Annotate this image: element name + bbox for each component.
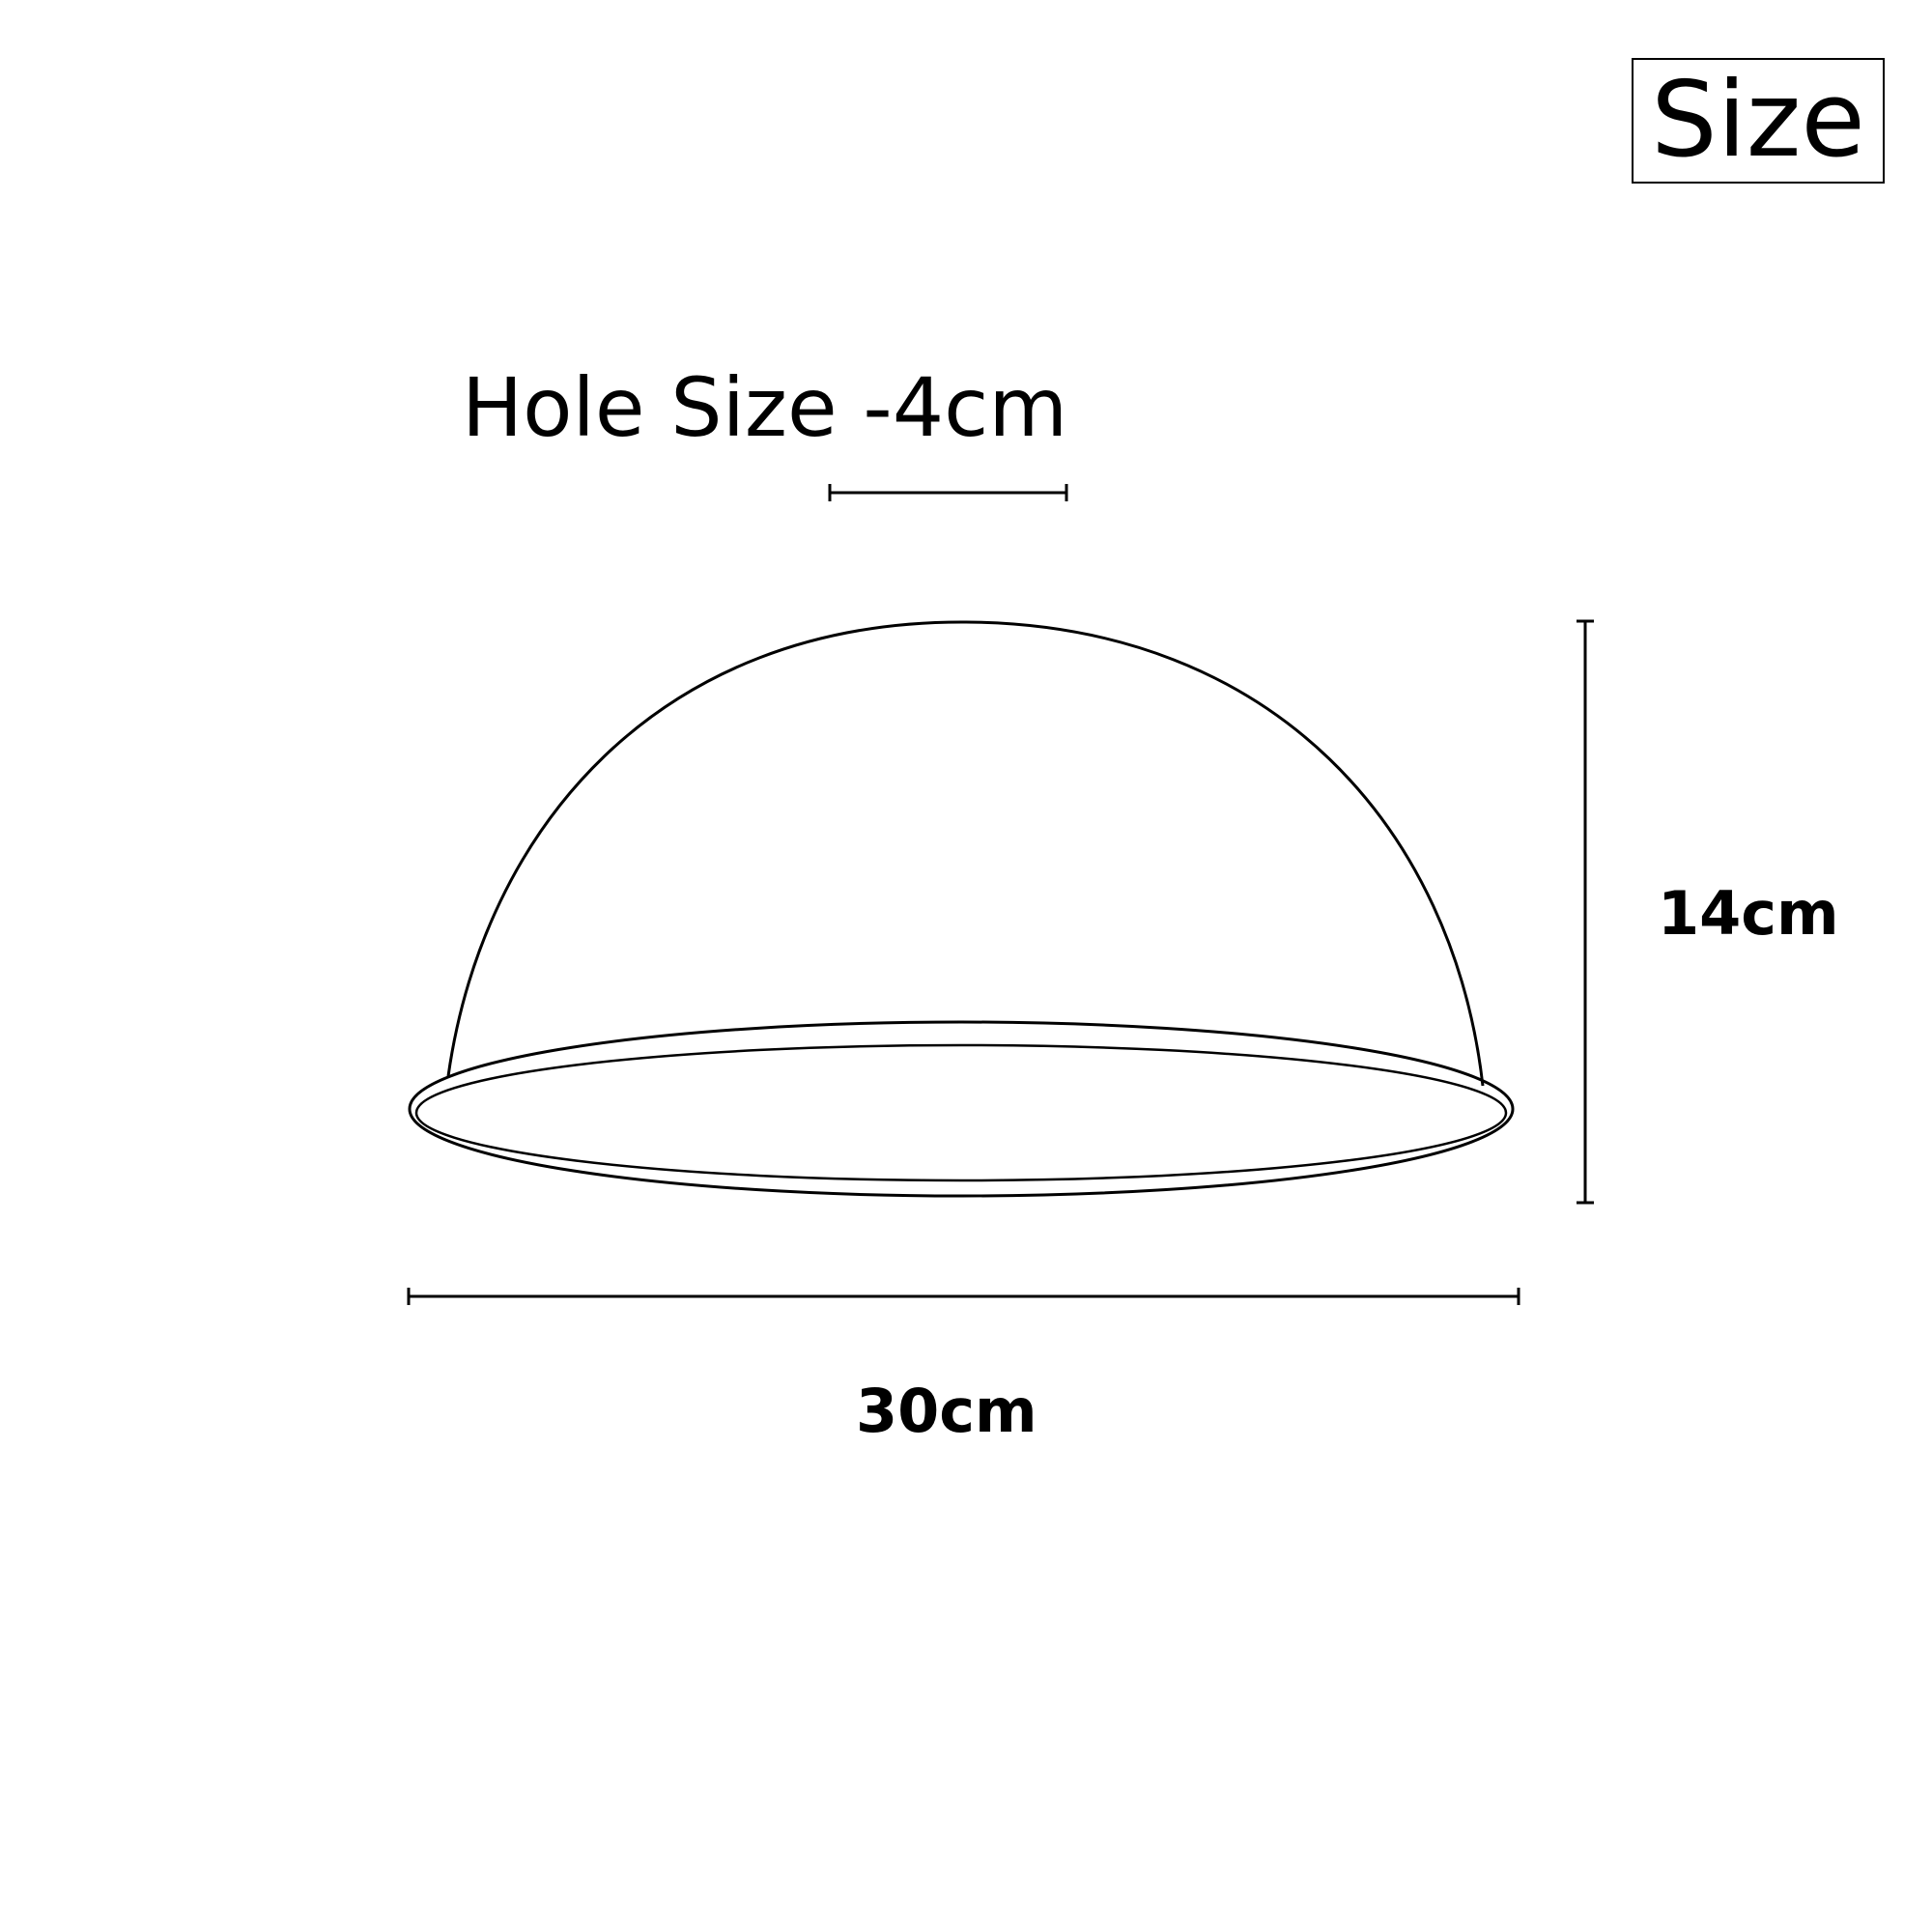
hole-size-dimension <box>828 484 1068 501</box>
rim-outer <box>408 1020 1515 1198</box>
dome-outline <box>446 620 1485 1087</box>
hole-size-label: Hole Size -4cm <box>462 360 1068 455</box>
height-label: 14cm <box>1658 878 1839 949</box>
width-label: 30cm <box>856 1376 1037 1446</box>
size-title: Size <box>1651 60 1865 181</box>
height-dimension <box>1577 619 1594 1205</box>
size-title-badge: Size <box>1632 58 1885 184</box>
width-dimension <box>407 1288 1520 1305</box>
rim-inner <box>414 1043 1508 1182</box>
